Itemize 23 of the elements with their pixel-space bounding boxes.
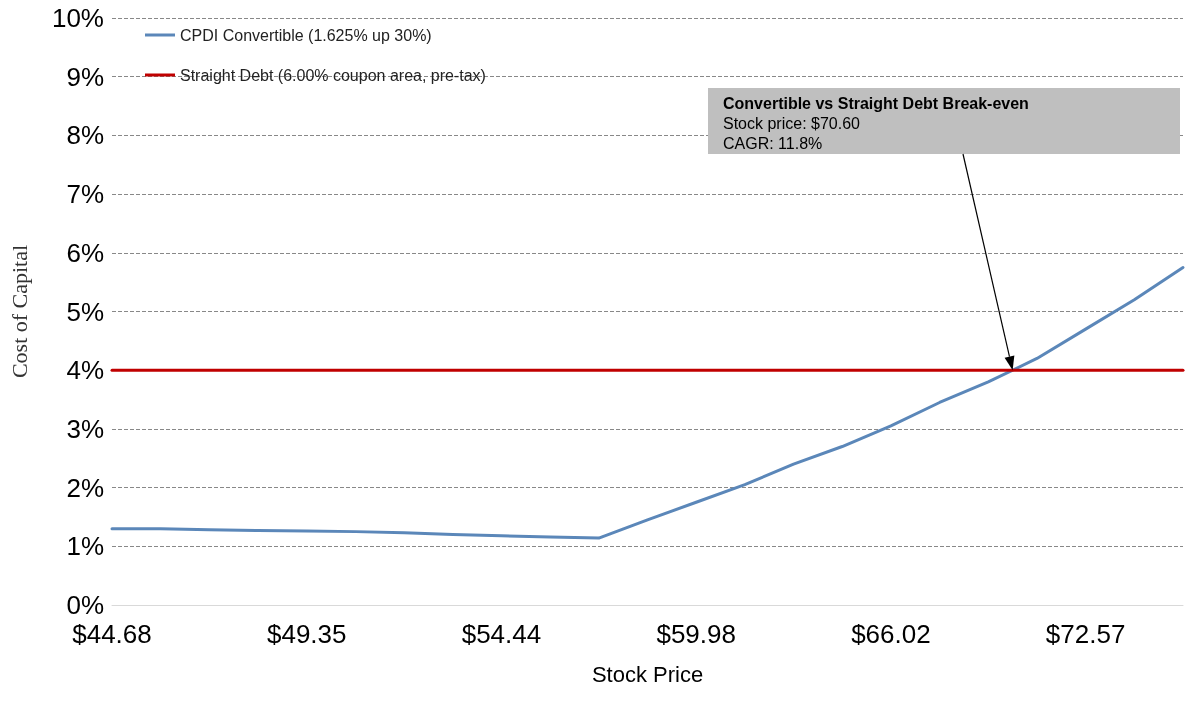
y-tick-label: 6% [66, 237, 104, 268]
x-axis-title: Stock Price [591, 661, 704, 687]
y-tick-label: 5% [66, 296, 104, 327]
x-tick-label: $66.02 [851, 619, 931, 649]
y-tick-label: 3% [66, 413, 104, 444]
y-tick-label: 9% [66, 61, 104, 92]
x-tick-label: $72.57 [1045, 619, 1126, 649]
y-tick-label: 10% [51, 3, 104, 33]
x-tick-label: $54.44 [461, 619, 542, 649]
y-tick-label: 0% [66, 590, 104, 620]
x-tick-label: $49.35 [266, 619, 347, 649]
y-tick-label: 8% [66, 120, 104, 151]
legend-label: Straight Debt (6.00% coupon area, pre-tax) [180, 66, 486, 84]
x-tick-label: $59.98 [656, 619, 736, 649]
y-tick-label: 1% [66, 531, 104, 562]
y-tick-label: 4% [66, 355, 104, 386]
y-axis-title: Cost of Capital [6, 244, 32, 379]
line-series [110, 265, 1185, 540]
annotation: Convertible vs Straight Debt Break-even Stock price: $70.60 CAGR: 11.8% [723, 95, 1029, 152]
x-tick-label: $44.68 [72, 619, 152, 649]
y-tick-label: 2% [66, 472, 104, 503]
legend-label: CPDI Convertible (1.625% up 30%) [180, 26, 432, 44]
y-tick-label: 7% [66, 179, 104, 210]
